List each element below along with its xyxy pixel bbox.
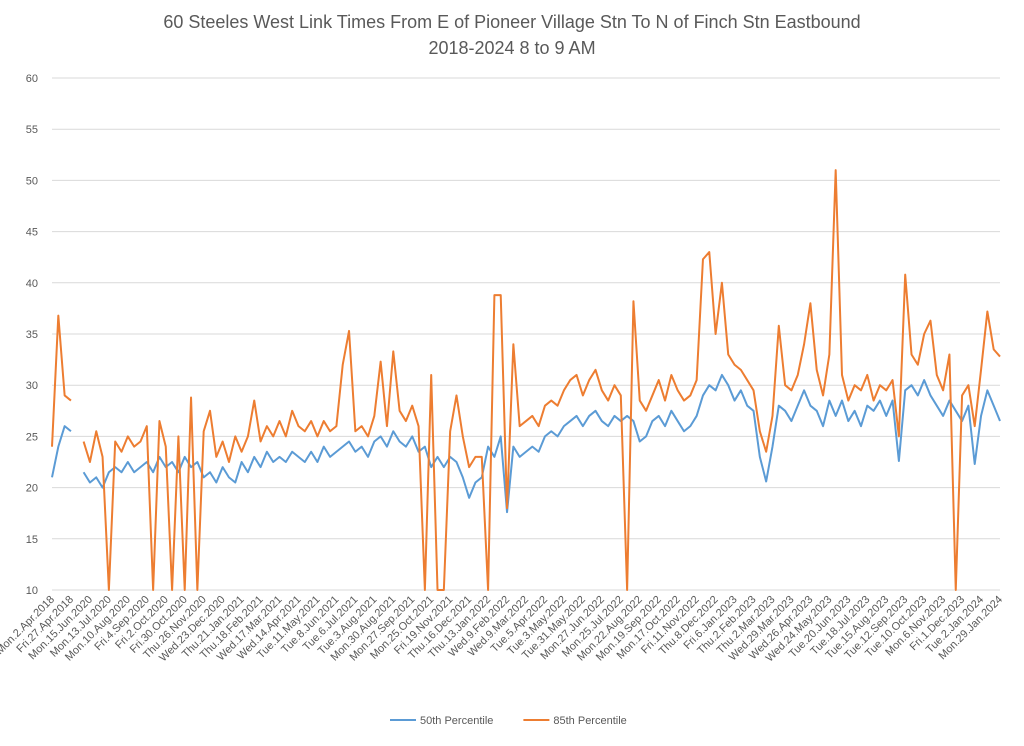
- y-tick-label: 45: [26, 227, 38, 239]
- y-tick-label: 15: [26, 534, 38, 546]
- series-line: [51, 373, 1001, 514]
- chart-title: 60 Steeles West Link Times From E of Pio…: [163, 12, 860, 32]
- legend-label: 85th Percentile: [553, 715, 626, 727]
- chart-subtitle: 2018-2024 8 to 9 AM: [428, 38, 595, 58]
- y-tick-label: 25: [26, 431, 38, 443]
- y-tick-label: 40: [26, 278, 38, 290]
- y-tick-label: 20: [26, 483, 38, 495]
- y-tick-label: 60: [26, 73, 38, 85]
- y-tick-label: 35: [26, 329, 38, 341]
- y-tick-label: 30: [26, 380, 38, 392]
- y-tick-label: 55: [26, 124, 38, 136]
- legend-label: 50th Percentile: [420, 715, 493, 727]
- series-line: [51, 169, 1001, 591]
- y-tick-label: 50: [26, 175, 38, 187]
- y-tick-label: 10: [26, 585, 38, 597]
